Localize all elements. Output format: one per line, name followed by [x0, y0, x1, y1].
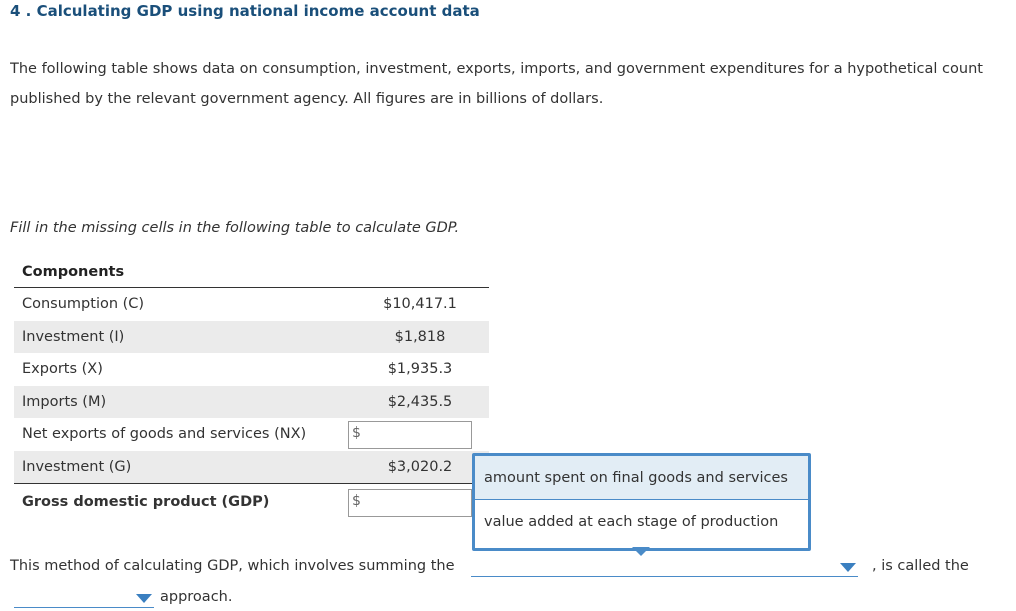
sentence-part-3: approach. — [160, 589, 233, 605]
row-label: Investment (I) — [22, 328, 125, 345]
method-dropdown[interactable] — [471, 556, 858, 577]
intro-line-2: published by the relevant government age… — [10, 91, 604, 107]
gdp-input[interactable]: $ — [348, 489, 472, 517]
row-label: Consumption (C) — [22, 296, 145, 312]
dropdown-option-value-added[interactable]: value added at each stage of production — [475, 500, 808, 544]
table-row-consumption: Consumption (C) $10,417.1 — [14, 288, 489, 321]
question-intro: The following table shows data on consum… — [10, 54, 1016, 114]
approach-dropdown[interactable] — [14, 587, 154, 608]
table-row-government: Investment (G) $3,020.2 — [14, 450, 489, 483]
dollar-prefix: $ — [352, 425, 361, 441]
caret-down-icon — [840, 563, 856, 572]
table-row-net-exports: Net exports of goods and services (NX) $ — [14, 418, 489, 451]
table-row-imports: Imports (M) $2,435.5 — [14, 385, 489, 418]
row-value: $10,417.1 — [383, 296, 457, 312]
row-label: Exports (X) — [22, 361, 103, 377]
intro-line-1: The following table shows data on consum… — [10, 61, 983, 77]
components-header: Components — [22, 264, 125, 280]
row-label: Net exports of goods and services (NX) — [22, 426, 307, 442]
row-value: $3,020.2 — [387, 458, 453, 475]
sentence-part-2: , is called the — [872, 558, 969, 574]
dropdown-options-popup: amount spent on final goods and services… — [472, 453, 811, 551]
row-value: $1,818 — [394, 328, 446, 345]
table-instruction: Fill in the missing cells in the followi… — [10, 220, 460, 236]
table-row-investment: Investment (I) $1,818 — [14, 320, 489, 353]
question-title: 4 . Calculating GDP using national incom… — [10, 2, 480, 20]
row-label: Gross domestic product (GDP) — [22, 494, 270, 510]
caret-down-icon — [136, 594, 152, 603]
sentence-part-1: This method of calculating GDP, which in… — [10, 558, 455, 574]
row-value: $2,435.5 — [387, 393, 453, 410]
table-row-gdp: Gross domestic product (GDP) $ — [14, 483, 489, 520]
net-exports-input[interactable]: $ — [348, 421, 472, 449]
option-label: value added at each stage of production — [484, 514, 779, 530]
dropdown-option-final-goods[interactable]: amount spent on final goods and services — [475, 456, 808, 500]
row-label: Imports (M) — [22, 393, 107, 410]
row-value: $1,935.3 — [387, 361, 453, 377]
row-label: Investment (G) — [22, 458, 132, 475]
table-row-exports: Exports (X) $1,935.3 — [14, 353, 489, 386]
table-header: Components — [14, 258, 489, 288]
popup-pointer — [632, 547, 650, 556]
option-label: amount spent on final goods and services — [484, 470, 788, 486]
gdp-components-table: Components Consumption (C) $10,417.1 Inv… — [14, 258, 489, 520]
dollar-prefix: $ — [352, 493, 361, 509]
